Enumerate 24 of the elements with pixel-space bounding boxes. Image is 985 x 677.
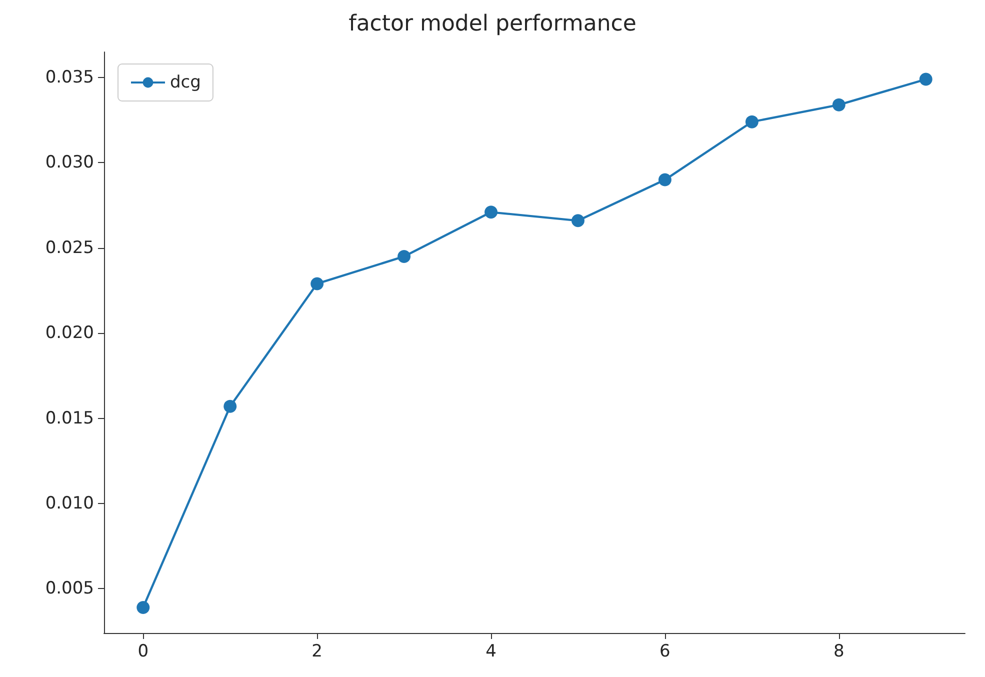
point (745, 115, 758, 128)
point (919, 72, 932, 86)
chart-title: factor model performance (348, 12, 636, 36)
y-tick-label: 0.035 (45, 68, 94, 88)
point (224, 400, 237, 413)
point (832, 98, 846, 112)
y-tick-label: 0.015 (45, 408, 94, 428)
y-tick-label: 0.020 (45, 323, 94, 344)
y-tick-label: 0.025 (45, 238, 94, 258)
point (310, 277, 324, 290)
y-tick-label: 0.005 (45, 578, 94, 599)
point (658, 173, 672, 186)
x-tick-label: 6 (660, 642, 670, 662)
legend-label: dcg (170, 72, 201, 92)
point (136, 600, 150, 614)
x-tick-label: 8 (833, 642, 844, 662)
x-tick-label: 0 (138, 642, 149, 662)
point (398, 250, 411, 263)
y-tick-label: 0.030 (45, 152, 94, 173)
point (572, 214, 584, 228)
x-tick-label: 4 (486, 642, 496, 662)
y-tick-label: 0.010 (45, 494, 94, 514)
x-tick-label: 2 (312, 642, 322, 662)
point (484, 206, 498, 219)
